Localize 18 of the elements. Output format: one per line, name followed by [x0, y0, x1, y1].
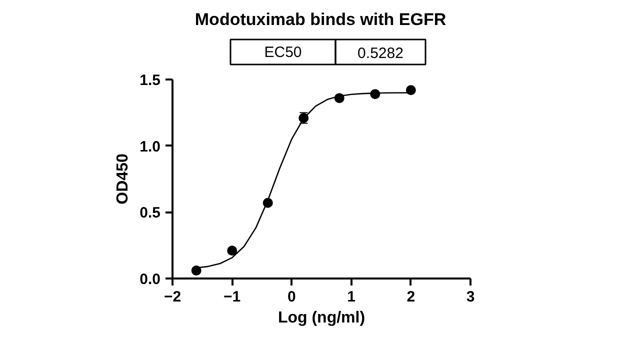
x-tick-label: 1: [347, 288, 356, 306]
x-tick-label: −1: [224, 288, 241, 306]
x-tick-label: 2: [406, 288, 416, 306]
point: [227, 246, 238, 256]
y-tick-label: 0.5: [140, 204, 161, 222]
text: 0.5282: [358, 45, 404, 62]
point: [191, 266, 202, 276]
x-axis-title: Log (ng/ml): [278, 310, 366, 326]
x-tick-label: 3: [466, 288, 475, 306]
y-tick-label: 1.0: [140, 138, 161, 156]
x-tick-label: −2: [164, 288, 182, 306]
text: EC50: [264, 44, 302, 61]
point: [406, 85, 416, 96]
y-tick-label: 0.0: [140, 271, 161, 288]
y-axis-title: OD450: [114, 154, 132, 204]
x-tick-label: 0: [288, 288, 296, 306]
chart-title: Modotuximab binds with EGFR: [194, 10, 446, 29]
y-tick-label: 1.5: [140, 72, 161, 89]
